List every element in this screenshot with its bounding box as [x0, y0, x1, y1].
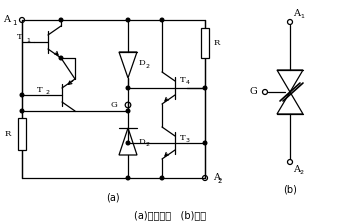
Text: 1: 1: [26, 37, 30, 43]
Bar: [18, 118, 26, 150]
Text: (a): (a): [106, 192, 120, 202]
Text: 2: 2: [145, 64, 149, 68]
Text: T: T: [180, 134, 186, 142]
Circle shape: [160, 176, 164, 180]
Text: (a)等效电路   (b)符号: (a)等效电路 (b)符号: [134, 210, 206, 220]
Text: 2: 2: [46, 91, 50, 95]
Circle shape: [203, 141, 207, 145]
Circle shape: [20, 93, 24, 97]
Circle shape: [20, 109, 24, 113]
Text: 2: 2: [218, 178, 222, 184]
Text: A: A: [213, 173, 220, 182]
Text: R: R: [214, 39, 220, 47]
Text: D: D: [139, 138, 146, 145]
Text: T: T: [180, 76, 186, 84]
Text: G: G: [110, 101, 117, 109]
Circle shape: [160, 18, 164, 22]
Circle shape: [126, 176, 130, 180]
Text: G: G: [249, 87, 257, 97]
Text: A: A: [293, 165, 300, 175]
Text: R: R: [5, 130, 11, 138]
Circle shape: [126, 86, 130, 90]
Text: T: T: [17, 33, 23, 41]
Text: D: D: [139, 59, 146, 67]
Circle shape: [59, 18, 63, 22]
Circle shape: [126, 141, 130, 145]
Circle shape: [59, 56, 63, 60]
Text: A: A: [293, 10, 300, 19]
Text: 1: 1: [300, 14, 304, 19]
Bar: [201, 28, 209, 58]
Text: 2: 2: [300, 171, 304, 176]
Text: (b): (b): [283, 185, 297, 195]
Text: 3: 3: [186, 138, 190, 143]
Text: 1: 1: [12, 20, 16, 26]
Circle shape: [126, 109, 130, 113]
Text: 4: 4: [186, 81, 190, 85]
Text: 2: 2: [145, 142, 149, 147]
Circle shape: [126, 18, 130, 22]
Text: T: T: [37, 86, 43, 94]
Text: A: A: [3, 16, 11, 25]
Circle shape: [203, 86, 207, 90]
